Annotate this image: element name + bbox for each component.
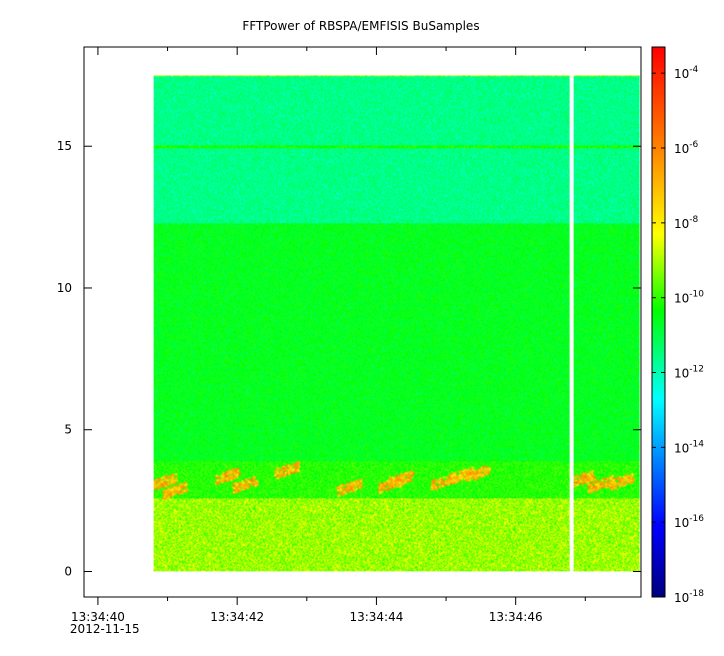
colorbar-tick-label: 10-4 xyxy=(674,65,699,81)
x-tick-date-label: 2012-11-15 xyxy=(70,622,140,636)
x-tick-label: 13:34:40 xyxy=(71,610,125,624)
y-axis: 0 5 10 15 xyxy=(57,139,641,578)
y-tick-label: 15 xyxy=(57,139,72,153)
colorbar-tick-label: 10-12 xyxy=(674,365,704,381)
chart-title: FFTPower of RBSPA/EMFISIS BuSamples xyxy=(242,19,479,33)
colorbar-tick-label: 10-8 xyxy=(674,215,699,231)
y-tick-label: 10 xyxy=(57,281,72,295)
y-tick-label: 5 xyxy=(64,423,72,437)
colorbar-tick-label: 10-18 xyxy=(674,589,704,605)
colorbar-tick-label: 10-16 xyxy=(674,514,704,530)
plot-frame xyxy=(83,46,642,598)
x-tick-label: 13:34:46 xyxy=(489,610,543,624)
y-tick-label: 0 xyxy=(64,564,72,578)
plot-area xyxy=(83,46,642,598)
colorbar-tick-label: 10-6 xyxy=(674,140,699,156)
spectrogram-image xyxy=(153,75,640,572)
spectrogram-data xyxy=(153,75,640,572)
colorbar-tick-label: 10-14 xyxy=(674,439,704,455)
x-tick-label: 13:34:44 xyxy=(349,610,403,624)
colorbar-gradient xyxy=(651,46,666,598)
colorbar: 10-4 10-6 10-8 10-10 10-12 10-14 10-16 10-18 xyxy=(651,46,704,605)
colorbar-tick-label: 10-10 xyxy=(674,290,704,306)
x-tick-label: 13:34:42 xyxy=(210,610,264,624)
